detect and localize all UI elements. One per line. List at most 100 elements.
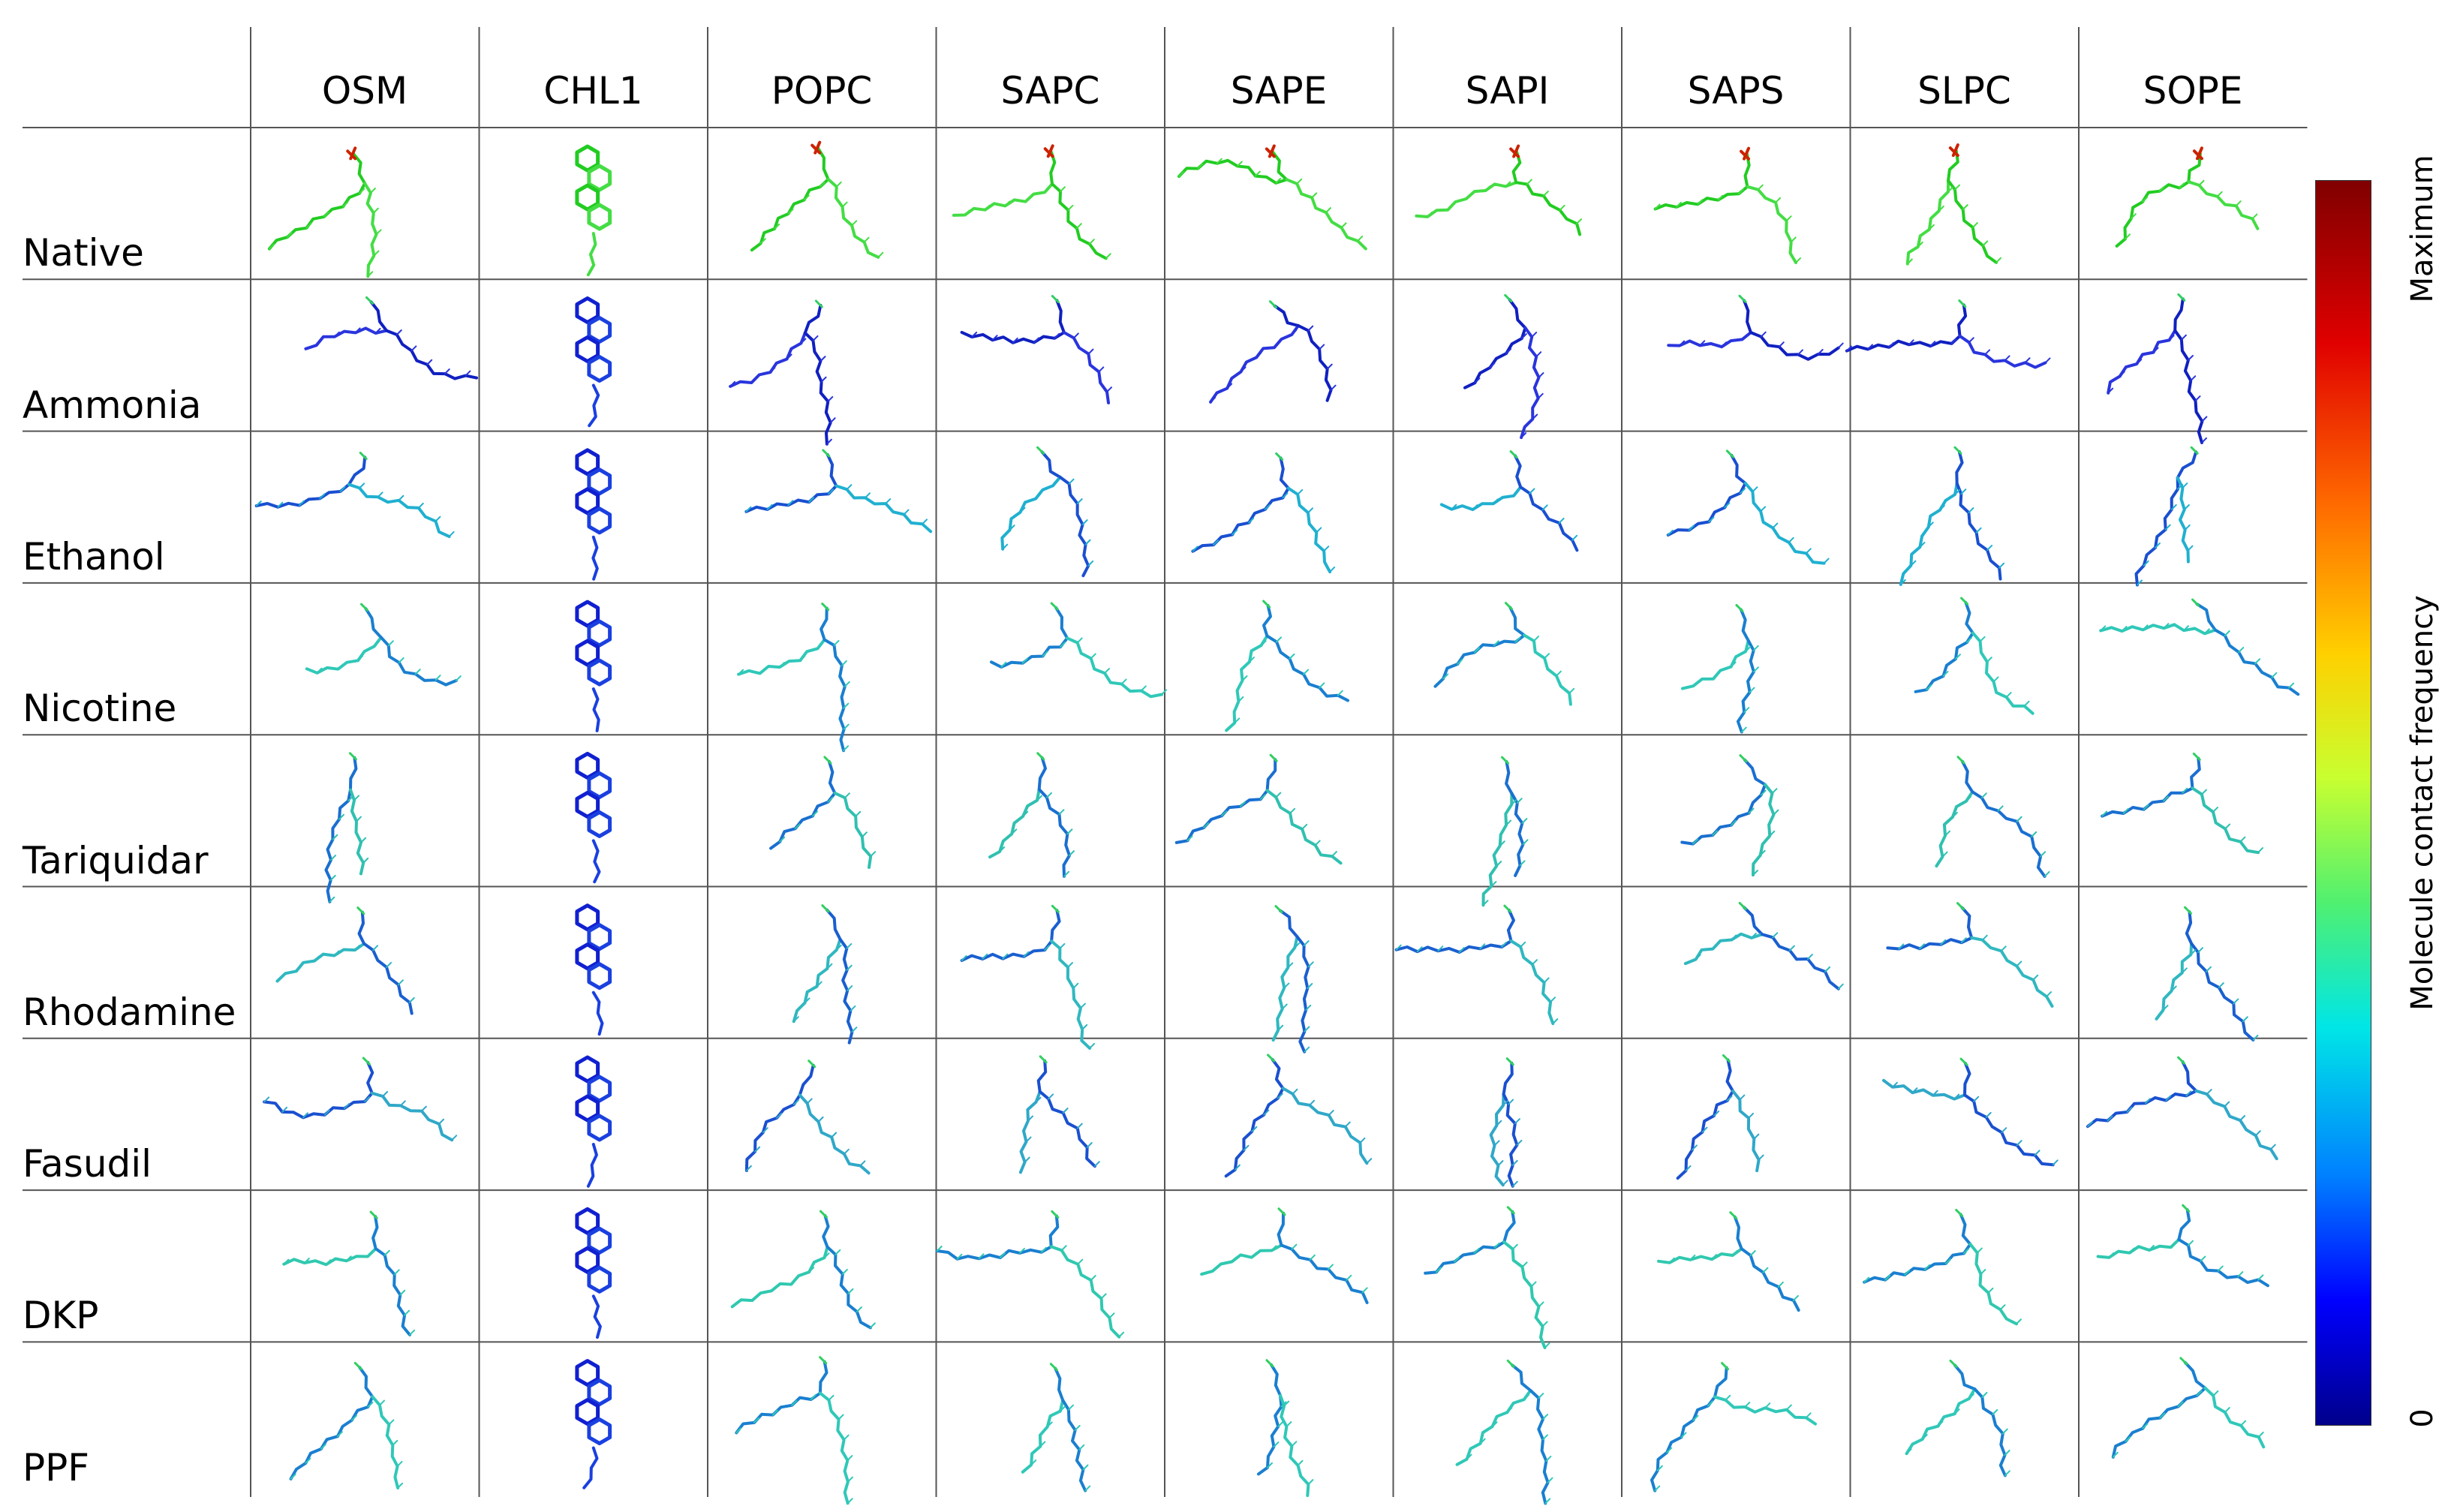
hydrogen-tick: [1210, 396, 1216, 403]
hydrogen-tick: [1331, 851, 1337, 858]
hydrogen-tick: [1837, 983, 1844, 990]
sterol-ring: [587, 1226, 612, 1255]
hydrogen-tick: [835, 944, 842, 951]
hydrogen-tick: [375, 229, 382, 236]
hydrogen-tick: [1000, 661, 1007, 668]
hydrogen-tick: [2108, 1252, 2115, 1258]
hydrogen-tick: [1490, 881, 1497, 888]
hydrogen-tick: [1023, 951, 1030, 957]
hydrogen-tick: [1474, 647, 1481, 654]
hydrogen-tick: [1576, 218, 1583, 225]
hydrogen-tick: [2143, 804, 2149, 810]
head-group: [1961, 759, 1974, 794]
hydrogen-tick: [771, 1285, 777, 1292]
hydrogen-tick: [339, 486, 346, 493]
acyl-tail: [2177, 1237, 2269, 1288]
acyl-tail: [803, 331, 832, 446]
hydrogen-tick: [1552, 1018, 1559, 1025]
hydrogen-tick: [1328, 1110, 1334, 1117]
hydrogen-tick: [2257, 1431, 2264, 1438]
hydrogen-tick: [1899, 579, 1906, 585]
cell-tariquidar-sapi: [1481, 756, 1529, 907]
hydrogen-tick: [2269, 1144, 2276, 1150]
acyl-tail: [370, 1091, 454, 1142]
hydrogen-tick: [1520, 941, 1526, 948]
acyl-tail: [1971, 631, 2034, 715]
hydrogen-tick: [2187, 1240, 2194, 1246]
acyl-tail: [363, 182, 378, 278]
hydrogen-tick: [864, 492, 871, 499]
hydrogen-tick: [1140, 685, 1147, 692]
hydrogen-tick: [1980, 792, 1987, 799]
head-highlight: [1051, 1210, 1060, 1219]
sterol-ring: [587, 771, 612, 799]
acyl-tail: [1424, 1240, 1506, 1275]
hydrogen-tick: [1752, 486, 1758, 493]
head-group: [1725, 1058, 1735, 1093]
hydrogen-tick: [397, 1482, 404, 1489]
hydrogen-tick: [870, 851, 877, 858]
hydrogen-tick: [1954, 654, 1961, 660]
row-label-native: Native: [23, 231, 144, 275]
hydrogen-tick: [2016, 1140, 2022, 1147]
lipid-molecule: [1455, 1359, 1553, 1505]
lipid-molecule: [1863, 1208, 2022, 1326]
head-highlight: [1039, 1055, 1048, 1064]
hydrogen-tick: [1489, 362, 1496, 368]
hydrogen-tick: [1039, 1441, 1046, 1447]
hydrogen-tick: [1757, 184, 1764, 191]
head-group: [2187, 152, 2202, 184]
acyl-tail: [1502, 1240, 1547, 1349]
hydrogen-tick: [1248, 657, 1255, 663]
hydrogen-tick: [1309, 1099, 1316, 1106]
hydrogen-tick: [1178, 171, 1185, 178]
hydrogen-tick: [1359, 1137, 1366, 1144]
hydrogen-tick: [1297, 488, 1304, 495]
hydrogen-tick: [353, 945, 360, 951]
cell-ppf-chl1: [575, 1359, 612, 1489]
acyl-tail: [1050, 939, 1092, 1050]
hydrogen-tick: [379, 1399, 386, 1406]
hydrogen-tick: [313, 955, 320, 962]
hydrogen-tick: [1084, 1485, 1091, 1492]
hydrogen-tick: [2235, 200, 2242, 207]
hydrogen-tick: [1283, 982, 1290, 989]
hydrogen-tick: [1087, 560, 1094, 567]
acyl-tail: [1061, 1399, 1087, 1492]
hydrogen-tick: [1523, 1394, 1529, 1401]
phosphate-group: [1265, 144, 1276, 158]
head-group: [369, 300, 388, 332]
cell-tariquidar-sapc: [988, 752, 1075, 878]
cell-native-chl1: [575, 144, 612, 277]
hydrogen-tick: [399, 1289, 406, 1296]
hydrogen-tick: [1066, 828, 1073, 835]
hydrogen-tick: [1992, 676, 1999, 683]
lipid-molecule: [2115, 146, 2260, 248]
column-header-slpc: SLPC: [1917, 69, 2011, 113]
hydrogen-tick: [811, 810, 818, 817]
hydrogen-tick: [1739, 488, 1746, 494]
hydrogen-tick: [1667, 529, 1674, 536]
hydrogen-tick: [1675, 201, 1682, 208]
hydrogen-tick: [861, 831, 868, 838]
head-highlight: [1505, 1057, 1514, 1066]
cell-dkp-popc: [730, 1210, 876, 1330]
lipid-molecule: [729, 299, 836, 446]
hydrogen-tick: [1505, 819, 1512, 826]
hydrogen-tick: [1435, 1267, 1442, 1273]
head-group: [371, 1215, 379, 1251]
hydrogen-tick: [863, 236, 870, 243]
acyl-tail: [1845, 334, 1962, 353]
hydrogen-tick: [2182, 787, 2188, 794]
sterol-ring: [575, 790, 600, 819]
hydrogen-tick: [1035, 493, 1042, 500]
hydrogen-tick: [1437, 945, 1444, 952]
hydrogen-tick: [1559, 204, 1565, 211]
hydrogen-tick: [1521, 818, 1528, 825]
hydrogen-tick: [2190, 375, 2197, 382]
hydrogen-tick: [1654, 203, 1661, 210]
hydrogen-tick: [399, 1100, 406, 1107]
hydrogen-tick: [787, 500, 794, 507]
head-group: [1279, 909, 1299, 939]
hydrogen-tick: [1286, 1421, 1292, 1428]
